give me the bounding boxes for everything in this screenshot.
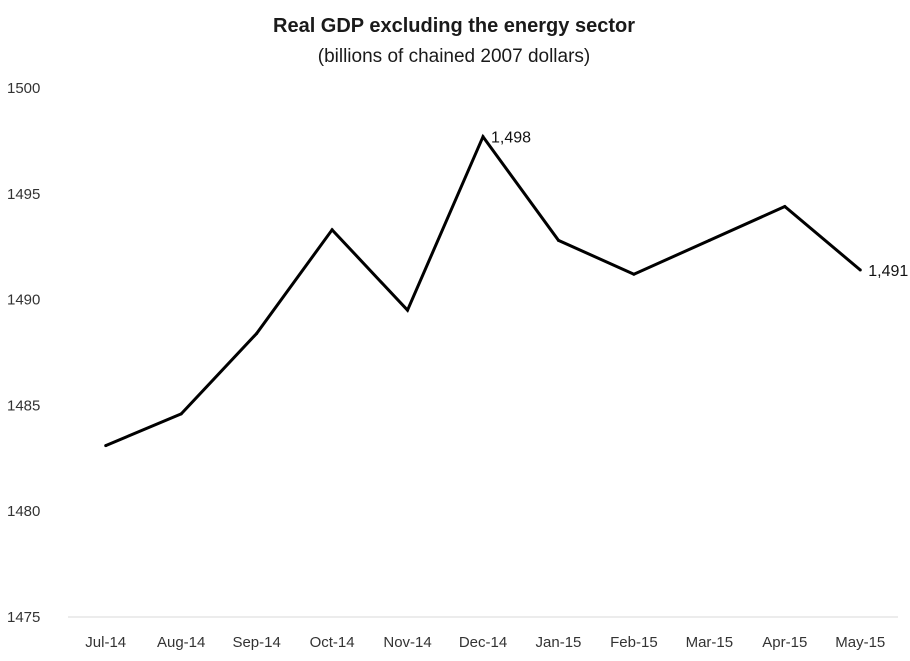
series-line bbox=[105, 133, 862, 447]
data-point bbox=[179, 412, 183, 416]
chart-subtitle: (billions of chained 2007 dollars) bbox=[318, 46, 591, 67]
x-tick-label: Oct-14 bbox=[310, 634, 355, 651]
y-tick-label: 1480 bbox=[7, 503, 40, 520]
data-point bbox=[783, 204, 787, 208]
y-tick-label: 1475 bbox=[7, 609, 40, 626]
x-tick-label: Sep-14 bbox=[232, 634, 280, 651]
x-tick-label: Nov-14 bbox=[383, 634, 431, 651]
y-tick-label: 1495 bbox=[7, 186, 40, 203]
data-labels: 1,498 1,491 bbox=[491, 130, 908, 280]
chart-title: Real GDP excluding the energy sector bbox=[273, 15, 635, 37]
data-point bbox=[481, 135, 485, 139]
data-point bbox=[707, 238, 711, 242]
x-tick-label: Mar-15 bbox=[686, 634, 734, 651]
data-point bbox=[632, 272, 636, 276]
y-axis: 1475 1480 1485 1490 1495 1500 bbox=[7, 80, 40, 626]
x-axis: Jul-14 Aug-14 Sep-14 Oct-14 Nov-14 Dec-14 Jan-… bbox=[85, 634, 885, 651]
data-point bbox=[255, 331, 259, 335]
x-tick-label: Feb-15 bbox=[610, 634, 658, 651]
data-label: 1,498 bbox=[491, 130, 531, 147]
x-tick-label: Dec-14 bbox=[459, 634, 507, 651]
x-tick-label: Aug-14 bbox=[157, 634, 205, 651]
data-point bbox=[104, 444, 108, 448]
x-tick-label: Apr-15 bbox=[762, 634, 807, 651]
x-tick-label: May-15 bbox=[835, 634, 885, 651]
data-points bbox=[104, 135, 862, 448]
y-tick-label: 1485 bbox=[7, 397, 40, 414]
data-point bbox=[858, 268, 862, 272]
x-tick-label: Jul-14 bbox=[85, 634, 126, 651]
data-label: 1,491 bbox=[868, 263, 908, 280]
x-tick-label: Jan-15 bbox=[536, 634, 582, 651]
data-point bbox=[406, 308, 410, 312]
data-point bbox=[556, 238, 560, 242]
data-point bbox=[330, 228, 334, 232]
y-tick-label: 1500 bbox=[7, 80, 40, 97]
y-tick-label: 1490 bbox=[7, 292, 40, 309]
